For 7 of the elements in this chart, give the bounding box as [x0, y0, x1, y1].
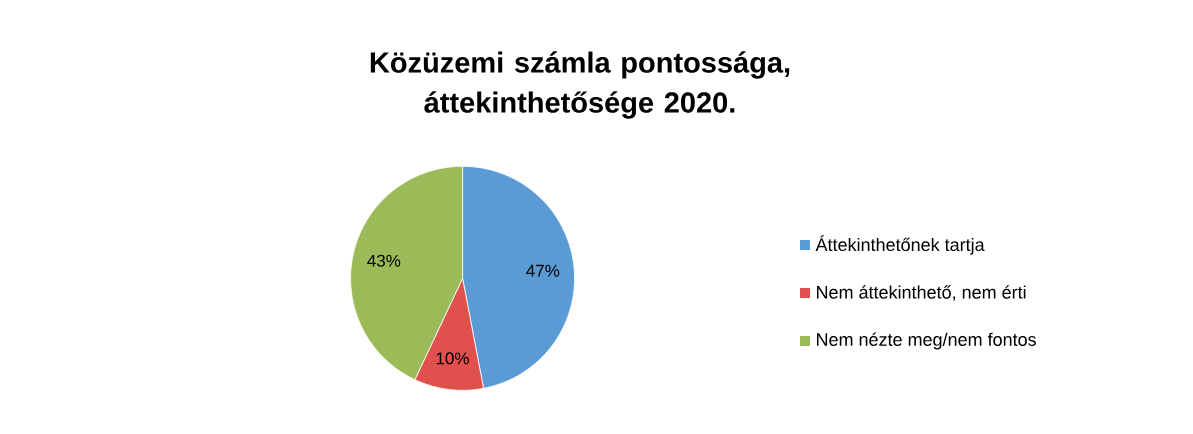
legend-label: Áttekinthetőnek tartja — [815, 235, 985, 255]
data-label: 47% — [526, 264, 560, 277]
chart-title: Közüzemi számla pontossága, áttekinthetősége 2020. — [370, 51, 790, 119]
data-label: 10% — [436, 352, 469, 365]
data-label: 43% — [367, 254, 401, 267]
legend-label: Nem áttekinthető, nem érti — [817, 285, 1026, 301]
legend-label: Nem nézte meg/nem fontos — [817, 332, 1036, 350]
